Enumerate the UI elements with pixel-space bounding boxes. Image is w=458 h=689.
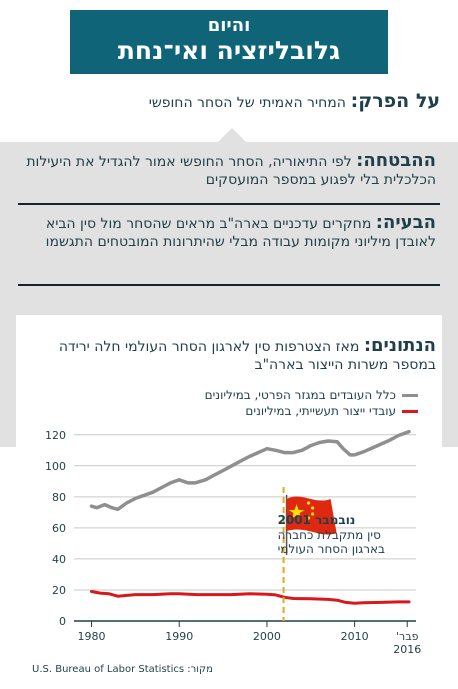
data-text: מאז הצטרפות סין לארגון הסחר העולמי חלה י… <box>58 339 436 373</box>
source-note: מקור: U.S. Bureau of Labor Statistics <box>32 664 213 675</box>
y-tick-label: 20 <box>52 584 66 597</box>
divider <box>18 284 440 286</box>
topic-row: על הפרק: המחיר האמיתי של הסחר החופשי <box>18 80 440 122</box>
annotation-line: סין מתקבלת כחברה <box>278 528 382 542</box>
flag-small-star <box>310 506 315 510</box>
x-tick-label: 1990 <box>165 630 193 643</box>
x-tick-label: 2016 <box>393 643 421 656</box>
problem-text: מחקרים עדכניים בארה"ב מראים שהסחר מול סי… <box>45 216 436 250</box>
chart-card: הנתונים: מאז הצטרפות סין לארגון הסחר העו… <box>16 315 442 681</box>
x-tick-label: 2000 <box>253 630 281 643</box>
annotation-title: נובמבר 2001 <box>278 513 356 527</box>
legend-swatch-gray <box>402 393 418 397</box>
china-flag <box>286 496 337 535</box>
flag-small-star <box>306 501 311 505</box>
topic-label: על הפרק: <box>350 90 440 112</box>
series-line-manufacturing <box>90 590 411 605</box>
flag-small-star <box>310 512 315 516</box>
legend-label-retail: כלל העובדים במגזר הפרטי, במיליונים <box>204 388 396 402</box>
annotation-line: בארגון הסחר העולמי <box>278 542 385 556</box>
header-title: גלובליזציה ואי־נחת <box>117 36 341 65</box>
data-label: הנתונים: <box>363 335 436 356</box>
x-tick-label: 1980 <box>78 630 106 643</box>
header-kicker: והיום <box>207 15 251 36</box>
legend-item-retail: כלל העובדים במגזר הפרטי, במיליונים <box>205 387 418 403</box>
x-tick-label: 2010 <box>341 630 369 643</box>
promise-block: ההבטחה: לפי התיאוריה, הסחר החופשי אמור ל… <box>22 152 436 189</box>
legend-label-manufacturing: עובדי ייצור תעשייתי, במיליונים <box>245 404 396 418</box>
header-box: והיום גלובליזציה ואי־נחת <box>70 10 388 74</box>
series-line-private-sector <box>89 429 411 512</box>
x-tick-label: פבר' <box>396 630 419 643</box>
problem-block: הבעיה: מחקרים עדכניים בארה"ב מראים שהסחר… <box>22 214 436 251</box>
y-tick-label: 100 <box>45 460 66 473</box>
y-tick-label: 0 <box>59 615 66 628</box>
divider <box>18 203 440 205</box>
legend-swatch-red <box>402 409 418 413</box>
flag-star <box>288 504 305 519</box>
promise-text: לפי התיאוריה, הסחר החופשי אמור להגדיל את… <box>26 154 436 188</box>
line-chart: 0 20 40 60 80 100 120 1980 1990 2000 2010 פבר'2016 נ… <box>45 429 421 656</box>
y-tick-label: 80 <box>52 491 66 504</box>
y-tick-label: 120 <box>45 429 66 442</box>
panel-pointer <box>218 128 246 142</box>
data-block: הנתונים: מאז הצטרפות סין לארגון הסחר העו… <box>22 337 436 374</box>
promise-label: ההבטחה: <box>356 150 436 171</box>
topic-text: המחיר האמיתי של הסחר החופשי <box>148 95 346 111</box>
flag-small-star <box>306 516 311 520</box>
legend-item-manufacturing: עובדי ייצור תעשייתי, במיליונים <box>245 403 418 419</box>
problem-label: הבעיה: <box>375 212 436 233</box>
y-tick-label: 40 <box>52 553 66 566</box>
y-tick-label: 60 <box>52 522 66 535</box>
